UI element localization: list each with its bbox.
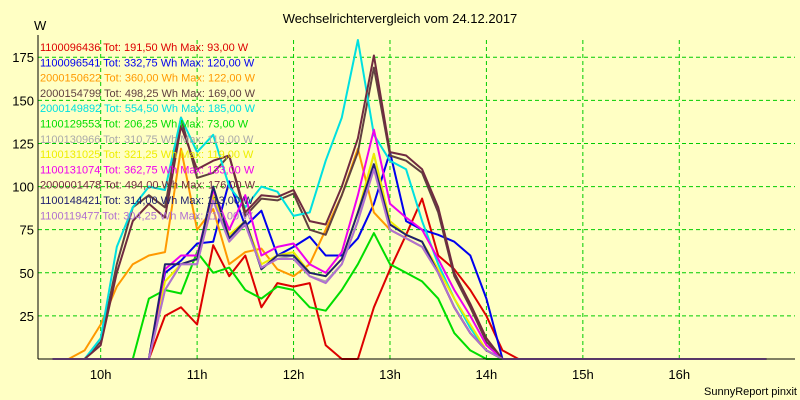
x-tick-label: 15h xyxy=(572,367,594,382)
y-tick-label: 25 xyxy=(20,309,34,324)
y-tick-label: 100 xyxy=(12,180,34,195)
legend-entry-1100148421: 1100148421 Tot: 314,00 Wh Max: 113,00 W xyxy=(40,195,254,207)
legend-entry-2000150622: 2000150622 Tot: 360,00 Wh Max: 122,00 W xyxy=(40,73,256,85)
legend-entry-1100131025: 1100131025 Tot: 321,25 Wh Max: 119,00 W xyxy=(40,149,254,161)
legend-entry-2000149892: 2000149892 Tot: 554,50 Wh Max: 185,00 W xyxy=(40,103,256,115)
legend-entry-2000001478: 2000001478 Tot: 494,00 Wh Max: 176,00 W xyxy=(40,180,256,192)
y-tick-label: 125 xyxy=(12,136,34,151)
chart-title: Wechselrichtervergleich vom 24.12.2017 xyxy=(283,11,518,26)
legend-entry-1100096541: 1100096541 Tot: 332,75 Wh Max: 120,00 W xyxy=(40,57,255,69)
y-tick-label: 75 xyxy=(20,223,34,238)
legend-entry-1100119477: 1100119477 Tot: 304,25 Wh Max: 110,00 W xyxy=(40,210,253,222)
x-tick-label: 11h xyxy=(187,367,208,382)
legend-entry-1100131074: 1100131074 Tot: 362,75 Wh Max: 133,00 W xyxy=(40,164,255,176)
axes xyxy=(37,35,795,360)
y-tick-label: 150 xyxy=(12,93,34,108)
legend-entry-1100130966: 1100130966 Tot: 310,75 Wh Max: 119,00 W xyxy=(40,134,254,146)
tick-labels: 25 50 75 100 125 150 175 10h 11h 12h 13h 14h 15h 16h xyxy=(12,50,690,382)
y-axis-label: W xyxy=(34,18,47,33)
legend-entry-1100129553: 1100129553 Tot: 206,25 Wh Max: 73,00 W xyxy=(40,119,249,131)
x-tick-label: 16h xyxy=(668,367,690,382)
legend: 1100096436 Tot: 191,50 Wh Max: 93,00 W 11… xyxy=(40,42,256,222)
y-tick-label: 175 xyxy=(12,50,34,65)
legend-entry-2000154799: 2000154799 Tot: 498,25 Wh Max: 169,00 W xyxy=(40,88,256,100)
x-tick-label: 10h xyxy=(90,367,112,382)
x-tick-label: 12h xyxy=(283,367,305,382)
credit-label: SunnyReport pinxit xyxy=(704,386,797,398)
x-tick-label: 13h xyxy=(379,367,401,382)
y-tick-label: 50 xyxy=(20,266,34,281)
x-tick-label: 14h xyxy=(476,367,498,382)
legend-entry-1100096436: 1100096436 Tot: 191,50 Wh Max: 93,00 W xyxy=(40,42,249,54)
